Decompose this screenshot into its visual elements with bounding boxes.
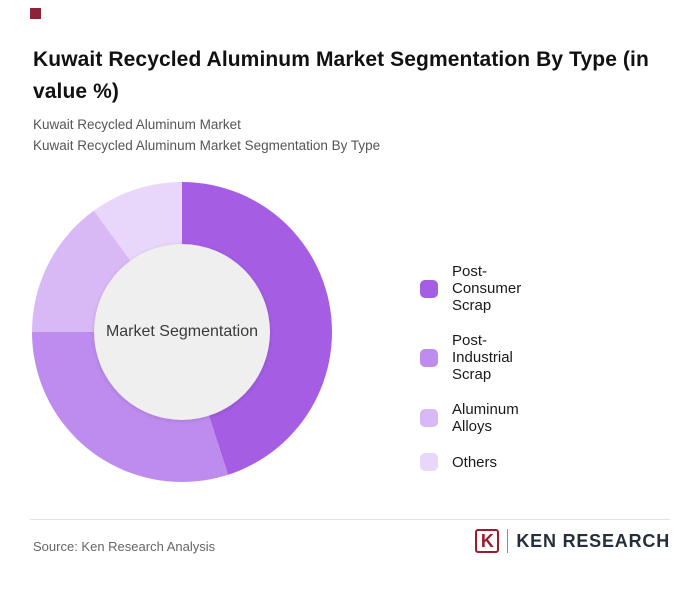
footer-divider	[30, 519, 670, 520]
logo-wordmark: KEN RESEARCH	[516, 530, 670, 551]
legend-item[interactable]: Post-Industrial Scrap	[420, 332, 521, 383]
legend-label: Others	[452, 453, 498, 471]
legend-item[interactable]: Post-Consumer Scrap	[420, 263, 521, 314]
legend-item[interactable]: Aluminum Alloys	[420, 401, 521, 435]
source-text: Source: Ken Research Analysis	[33, 539, 216, 554]
donut-center-label: Market Segmentation	[105, 323, 259, 340]
page-title: Kuwait Recycled Aluminum Market Segmenta…	[33, 48, 649, 103]
legend-swatch-icon	[420, 348, 438, 367]
legend-label: Post-Consumer Scrap	[452, 263, 522, 314]
legend-label: Aluminum Alloys	[452, 401, 519, 435]
brand-mark	[30, 8, 41, 19]
legend-swatch-icon	[420, 453, 438, 471]
chart-legend: Post-Consumer Scrap Post-Industrial Scrap…	[420, 263, 521, 489]
logo-separator	[507, 529, 509, 553]
legend-label: Post-Industrial Scrap	[452, 332, 513, 383]
legend-item[interactable]: Others	[420, 453, 521, 471]
donut-center: Market Segmentation	[94, 244, 270, 420]
subtitle-line-1: Kuwait Recycled Aluminum Market	[33, 117, 241, 132]
ken-research-monogram-icon: K	[475, 529, 500, 553]
subtitle-line-2: Kuwait Recycled Aluminum Market Segmenta…	[33, 138, 381, 153]
chart-subtitles: Kuwait Recycled Aluminum Market Kuwait R…	[33, 114, 380, 156]
ken-research-logo: K KEN RESEARCH	[475, 529, 670, 553]
donut-chart[interactable]: Market Segmentation	[32, 182, 332, 482]
legend-swatch-icon	[420, 409, 438, 427]
legend-swatch-icon	[420, 279, 438, 298]
